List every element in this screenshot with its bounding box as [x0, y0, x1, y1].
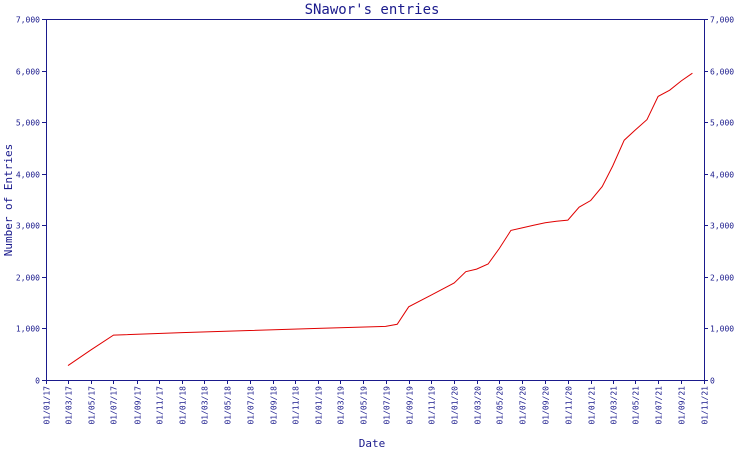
x-tick-label: 01/05/19	[360, 386, 369, 425]
y-tick-label-right: 2,000	[710, 274, 734, 283]
y-tick-label-left: 0	[35, 377, 40, 386]
y-tick-label-right: 3,000	[710, 222, 734, 231]
y-tick-label-left: 2,000	[16, 274, 40, 283]
x-tick-label: 01/11/20	[565, 386, 574, 425]
x-tick-label: 01/09/19	[406, 386, 415, 425]
y-tick-label-left: 5,000	[16, 119, 40, 128]
x-tick-label: 01/07/21	[655, 386, 664, 425]
x-tick-label: 01/11/18	[292, 386, 301, 425]
y-tick-label-left: 1,000	[16, 325, 40, 334]
x-tick-label: 01/03/19	[337, 386, 346, 425]
x-tick-label: 01/09/21	[678, 386, 687, 425]
y-tick-label-right: 6,000	[710, 68, 734, 77]
x-tick-label: 01/01/21	[588, 386, 597, 425]
y-tick-label-right: 5,000	[710, 119, 734, 128]
x-tick-label: 01/11/19	[428, 386, 437, 425]
series-line-0	[67, 72, 693, 367]
y-tick-label-right: 7,000	[710, 16, 734, 25]
x-tick-label: 01/07/17	[110, 386, 119, 425]
chart-title: SNawor's entries	[305, 2, 440, 18]
x-tick-label: 01/07/19	[383, 386, 392, 425]
x-tick-label: 01/09/20	[542, 386, 551, 425]
x-axis: 01/01/17 01/03/17 01/05/17 01/07/17 01/09/17…	[43, 380, 710, 425]
x-tick-label: 01/07/20	[519, 386, 528, 425]
x-tick-label: 01/05/18	[224, 386, 233, 425]
x-tick-label: 01/05/17	[88, 386, 97, 425]
x-tick-label: 01/01/20	[451, 386, 460, 425]
x-tick-label: 01/11/21	[701, 386, 710, 425]
y-tick-label-right: 4,000	[710, 171, 734, 180]
x-tick-label: 01/07/18	[247, 386, 256, 425]
y-tick-label-left: 7,000	[16, 16, 40, 25]
x-tick-label: 01/05/21	[632, 386, 641, 425]
x-tick-label: 01/03/20	[474, 386, 483, 425]
x-axis-label: Date	[359, 437, 386, 450]
x-tick-label: 01/01/18	[179, 386, 188, 425]
x-tick-label: 01/03/17	[65, 386, 74, 425]
y-tick-label-left: 4,000	[16, 171, 40, 180]
x-tick-label: 01/03/18	[201, 386, 210, 425]
y-tick-label-left: 3,000	[16, 222, 40, 231]
x-tick-label: 01/01/19	[315, 386, 324, 425]
x-tick-label: 01/11/17	[156, 386, 165, 425]
x-tick-label: 01/03/21	[610, 386, 619, 425]
series-group	[67, 72, 693, 367]
x-tick-label: 01/09/18	[270, 386, 279, 425]
x-tick-label: 01/09/17	[134, 386, 143, 425]
y-tick-label-right: 0	[710, 377, 715, 386]
plot-frame	[46, 19, 705, 381]
y-axis-left: 0 1,000 2,000 3,000 4,000 5,000 6,000 7,000	[16, 16, 46, 386]
y-axis-right: 0 1,000 2,000 3,000 4,000 5,000 6,000 7,000	[704, 16, 734, 386]
y-tick-label-right: 1,000	[710, 325, 734, 334]
x-tick-label: 01/05/20	[496, 386, 505, 425]
x-tick-label: 01/01/17	[43, 386, 52, 425]
y-tick-label-left: 6,000	[16, 68, 40, 77]
y-axis-label: Number of Entries	[2, 144, 15, 257]
